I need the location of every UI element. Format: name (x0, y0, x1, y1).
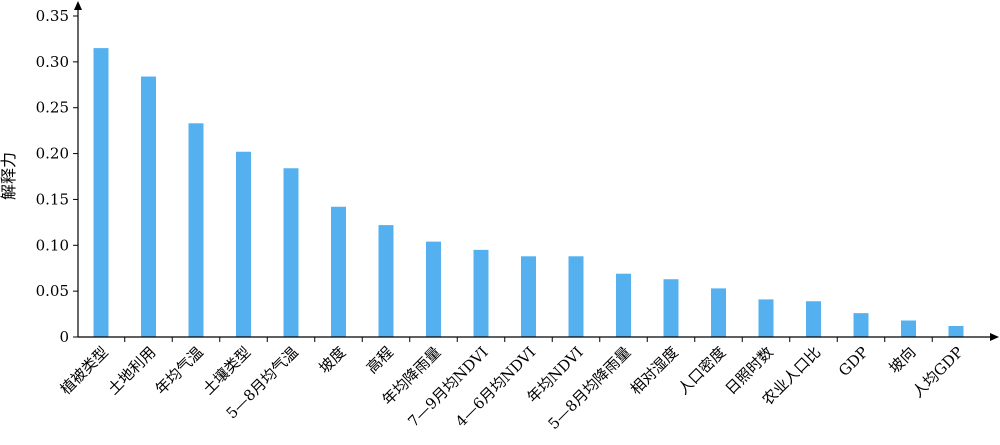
category-label: 人均GDP (909, 343, 967, 401)
y-tick-label: 0.30 (36, 53, 69, 71)
bar (663, 279, 679, 337)
y-tick-label: 0.15 (36, 190, 69, 208)
y-axis-ticks: 0 0.05 0.10 0.15 0.20 0.25 0.30 0.35 (36, 7, 78, 346)
bars (93, 48, 964, 337)
y-tick-label: 0.25 (36, 99, 69, 117)
bar (188, 123, 204, 337)
category-label: 人口密度 (674, 343, 729, 398)
bar (331, 206, 346, 337)
y-axis-arrow (74, 1, 82, 10)
category-label: 植被类型 (57, 343, 112, 398)
bar (93, 48, 109, 337)
bar (378, 225, 394, 337)
y-tick-label: 0.35 (36, 7, 69, 25)
category-label: 年均气温 (152, 343, 207, 398)
bar (141, 76, 156, 337)
bar (853, 313, 869, 337)
bar (948, 325, 964, 337)
bar (901, 320, 916, 337)
y-tick-label: 0.10 (36, 236, 69, 254)
y-tick-label: 0.20 (36, 145, 69, 163)
bar (758, 299, 774, 337)
y-axis-title: 解释力 (0, 152, 18, 200)
bar (711, 288, 726, 337)
bar (473, 249, 489, 337)
category-label: 高程 (363, 343, 397, 377)
y-tick-label: 0.05 (36, 282, 69, 300)
bar (283, 168, 299, 337)
bar (236, 151, 251, 337)
category-label: 坡度 (315, 343, 349, 377)
category-label: 坡向 (885, 343, 919, 377)
category-label: 土地利用 (104, 343, 159, 398)
bar (616, 273, 631, 337)
bar (806, 301, 821, 337)
category-label: GDP (835, 343, 872, 380)
y-tick-label: 0 (59, 328, 69, 346)
x-axis-ticks (124, 337, 933, 342)
category-label: 相对湿度 (627, 343, 682, 398)
category-label: 5—8月均降雨量 (544, 343, 634, 433)
x-axis-arrow (990, 333, 999, 341)
bar (568, 256, 584, 337)
bar (426, 241, 441, 337)
bar (521, 256, 536, 337)
